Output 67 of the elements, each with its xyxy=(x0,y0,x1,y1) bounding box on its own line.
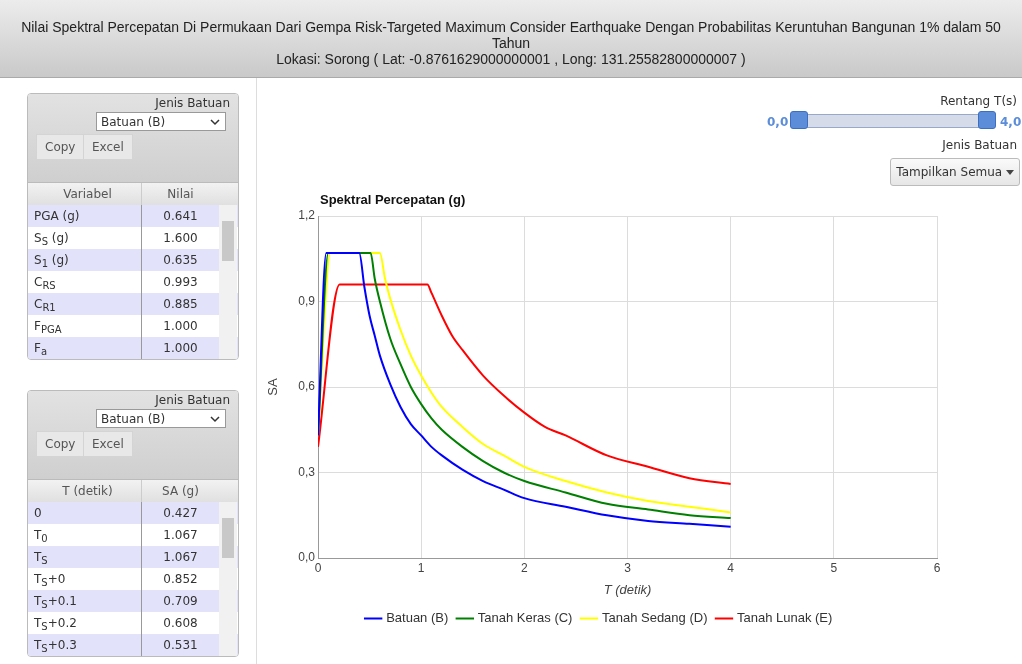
text: Tampilkan Semua xyxy=(890,158,1020,186)
text: C$_{R1}$ xyxy=(33,296,57,315)
text: 1.000 xyxy=(141,337,219,359)
text: Batuan (B) xyxy=(96,112,226,131)
text: Rentang T(s) xyxy=(940,94,1017,108)
text: T$_{S}$+0.3 xyxy=(33,637,78,656)
x-tick-label: 6 xyxy=(933,560,941,575)
text: 0.635 xyxy=(141,249,219,271)
text: SA (g) xyxy=(141,480,219,502)
text: 1.067 xyxy=(141,524,219,546)
text: 0.993 xyxy=(141,271,219,293)
text: 1.000 xyxy=(141,315,219,337)
text: PGA (g) xyxy=(33,208,81,225)
text: Excel xyxy=(83,134,133,160)
text: F$_{a}$ xyxy=(33,340,49,359)
text: T$_{S}$ xyxy=(33,549,49,568)
x-axis-title: T (detik) xyxy=(603,581,652,597)
text: Copy xyxy=(36,134,85,160)
text: 0.427 xyxy=(141,502,219,524)
y-tick-label: 0,6 xyxy=(298,379,316,394)
y-axis-title: SA xyxy=(265,378,281,396)
text: 0.531 xyxy=(141,634,219,656)
text: Copy xyxy=(36,431,85,457)
y-tick-label: 0,0 xyxy=(298,550,316,565)
text: Variabel xyxy=(62,186,113,203)
y-tick-label: 0,9 xyxy=(298,293,316,308)
legend-label: Batuan (B) xyxy=(386,610,449,626)
text: 0 xyxy=(33,505,43,522)
text: 0.608 xyxy=(141,612,219,634)
chart-title: Spektral Percepatan (g) xyxy=(320,192,466,207)
text: T$_{0}$ xyxy=(33,527,49,546)
legend-label: Tanah Sedang (D) xyxy=(601,610,708,626)
y-tick-label: 1,2 xyxy=(298,208,316,223)
x-tick-label: 4 xyxy=(727,560,735,575)
text: T$_{S}$+0.2 xyxy=(33,615,78,634)
text: Batuan (B) xyxy=(96,409,226,428)
text: F$_{PGA}$ xyxy=(33,318,63,337)
text: Nilai xyxy=(141,183,219,205)
x-tick-label: 5 xyxy=(830,560,838,575)
x-tick-label: 3 xyxy=(624,560,632,575)
text: Nilai Spektral Percepatan Di Permukaan Dari Gempa Risk-Targeted Maximum Consider Earthquake Dengan Probabilitas Keruntuhan Bangunan 1% dalam 50 Tahun xyxy=(20,19,1002,51)
text: 1.067 xyxy=(141,546,219,568)
x-tick-label: 2 xyxy=(520,560,528,575)
line-series xyxy=(318,283,732,485)
text: C$_{RS}$ xyxy=(33,274,57,293)
text: 0.885 xyxy=(141,293,219,315)
text: Lokasi: Sorong ( Lat: -0.8761629000000001 , Long: 131.25582800000007 ) xyxy=(275,51,747,67)
text: 4,0 xyxy=(1000,115,1022,129)
text: 0.852 xyxy=(141,568,219,590)
x-tick-label: 0 xyxy=(314,560,322,575)
text: Jenis Batuan xyxy=(155,96,230,110)
legend-label: Tanah Keras (C) xyxy=(477,610,573,626)
text: T$_{S}$+0.1 xyxy=(33,593,78,612)
legend-label: Tanah Lunak (E) xyxy=(736,610,833,626)
text: Excel xyxy=(83,431,133,457)
text: Jenis Batuan xyxy=(942,138,1017,152)
x-tick-label: 1 xyxy=(417,560,425,575)
text: Jenis Batuan xyxy=(155,393,230,407)
text: T$_{S}$+0 xyxy=(33,571,67,590)
text: S$_{S}$ (g) xyxy=(33,230,70,249)
text: 0.641 xyxy=(141,205,219,227)
text: T (detik) xyxy=(61,483,114,500)
text: S$_{1}$ (g) xyxy=(33,252,70,271)
text: 0.709 xyxy=(141,590,219,612)
y-tick-label: 0,3 xyxy=(298,464,316,479)
text: 1.600 xyxy=(141,227,219,249)
text: 0,0 xyxy=(767,115,789,129)
